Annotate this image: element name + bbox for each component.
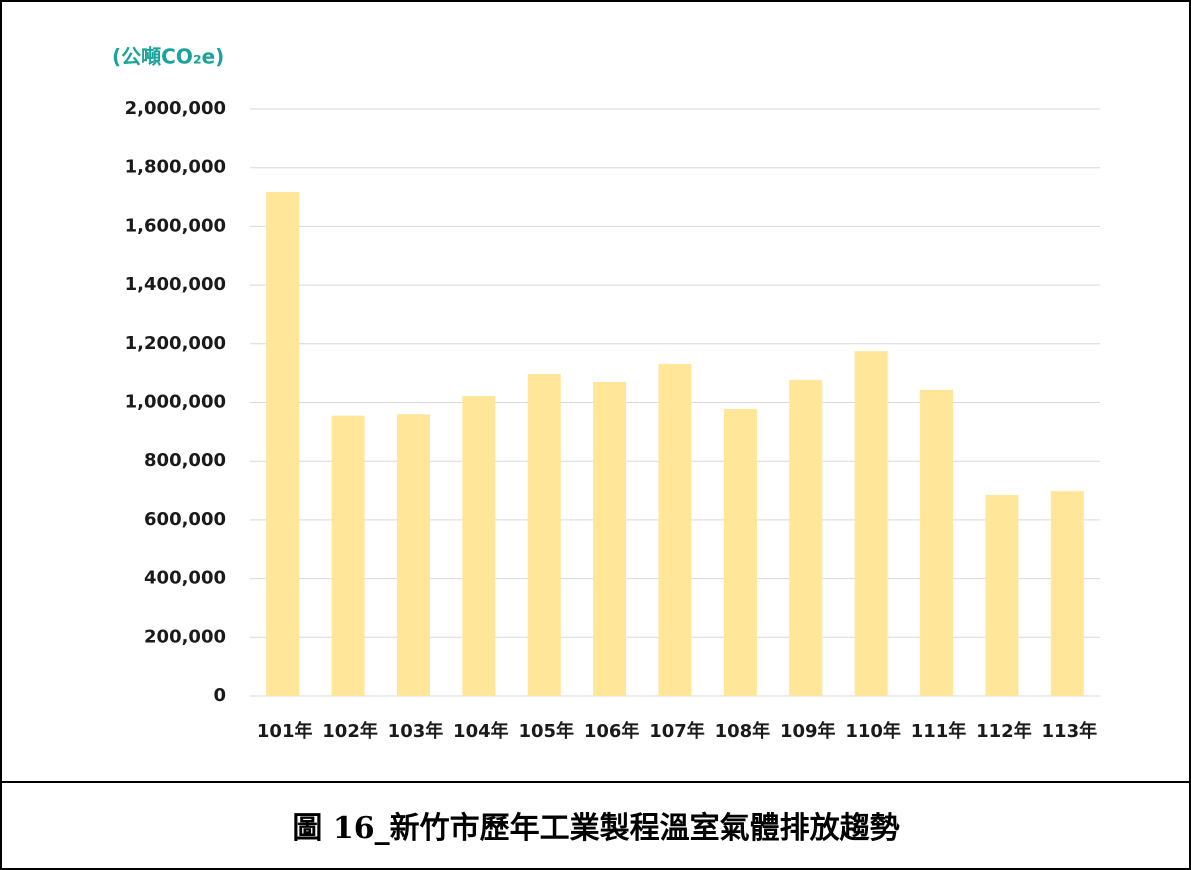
bar (658, 364, 692, 696)
x-tick-label: 101年 (257, 720, 313, 742)
bar (789, 379, 823, 696)
bar (396, 414, 430, 696)
bar (266, 192, 300, 697)
bar (723, 408, 757, 696)
x-tick-label: 108年 (715, 720, 771, 742)
bar (1050, 491, 1084, 696)
x-tick-label: 113年 (1042, 720, 1098, 742)
bar (331, 415, 365, 696)
y-tick-label: 1,600,000 (125, 215, 226, 236)
bar (527, 374, 561, 696)
y-tick-label: 600,000 (144, 509, 226, 530)
y-tick-label: 1,000,000 (125, 392, 226, 413)
y-tick-label: 800,000 (144, 450, 226, 471)
y-tick-label: 1,200,000 (125, 333, 226, 354)
bar (462, 396, 496, 696)
x-tick-label: 112年 (976, 720, 1032, 742)
y-tick-label: 1,800,000 (125, 157, 226, 178)
x-tick-label: 110年 (845, 720, 901, 742)
y-axis-label: (公噸CO₂e) (112, 45, 224, 69)
y-tick-label: 2,000,000 (125, 98, 226, 119)
x-tick-label: 104年 (453, 720, 509, 742)
bar (920, 389, 954, 696)
y-tick-label: 0 (213, 685, 226, 706)
y-tick-label: 400,000 (144, 568, 226, 589)
x-tick-label: 102年 (322, 720, 378, 742)
bar (985, 494, 1019, 696)
bar (854, 351, 888, 696)
x-tick-label: 103年 (388, 720, 444, 742)
x-tick-label: 111年 (911, 720, 967, 742)
caption: 圖 16_新竹市歷年工業製程溫室氣體排放趨勢 (292, 811, 899, 846)
x-tick-label: 107年 (649, 720, 705, 742)
y-tick-label: 200,000 (144, 626, 226, 647)
y-tick-label: 1,400,000 (125, 274, 226, 295)
x-tick-label: 105年 (518, 720, 574, 742)
bar (593, 381, 627, 696)
x-tick-label: 106年 (584, 720, 640, 742)
x-tick-label: 109年 (780, 720, 836, 742)
